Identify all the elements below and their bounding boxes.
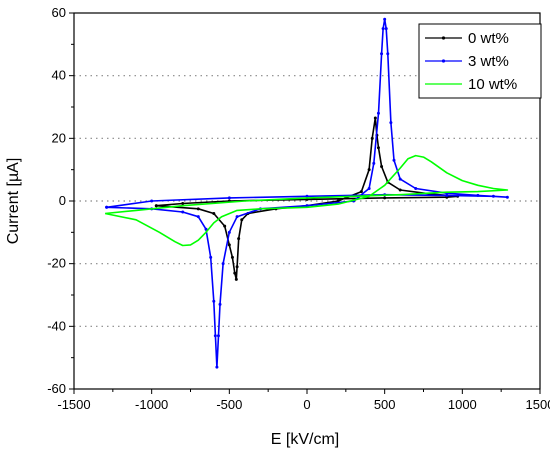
data-point — [380, 165, 384, 169]
data-point — [221, 262, 225, 266]
data-point — [218, 302, 222, 306]
data-point — [233, 271, 237, 275]
x-axis-label: E [kV/cm] — [271, 431, 339, 448]
legend-label-0wt: 0 wt% — [468, 30, 509, 47]
data-point — [370, 136, 374, 140]
data-point — [389, 121, 393, 125]
y-tick-label: 40 — [52, 68, 66, 83]
y-tick-label: 20 — [52, 130, 66, 145]
data-point — [240, 218, 244, 222]
grid-lines — [74, 75, 540, 327]
data-point — [150, 199, 154, 203]
x-tick-label: 0 — [303, 397, 310, 412]
series-layer — [104, 17, 509, 369]
data-point — [445, 193, 449, 197]
legend-marker-0wt — [441, 36, 446, 40]
data-point — [373, 116, 377, 120]
data-point — [196, 207, 200, 211]
data-point — [105, 205, 109, 209]
data-point — [414, 186, 418, 190]
data-point — [367, 168, 371, 172]
tick-labels: -1500 -1000 -500 0 500 1000 1500 -60 -40 -20 0 20 40… — [47, 5, 550, 412]
y-tick-label: -60 — [47, 381, 66, 396]
data-point — [227, 196, 231, 200]
data-point — [227, 230, 231, 234]
x-tick-label: 1000 — [448, 397, 477, 412]
data-point — [237, 237, 241, 241]
legend-label-10wt: 10 wt% — [468, 76, 517, 93]
data-point — [383, 196, 387, 200]
legend-marker-3wt — [441, 59, 446, 63]
data-point — [215, 365, 219, 369]
data-point — [398, 177, 402, 181]
data-point — [376, 146, 380, 150]
data-point — [383, 17, 387, 21]
series-line-0 — [156, 117, 459, 281]
data-point — [230, 255, 234, 259]
x-tick-label: -1000 — [135, 397, 168, 412]
data-point — [235, 215, 239, 219]
data-point — [398, 188, 402, 192]
data-point — [235, 265, 239, 269]
y-tick-label: 0 — [59, 193, 66, 208]
x-tick-label: -1500 — [57, 397, 90, 412]
data-point — [305, 194, 309, 198]
data-point — [380, 52, 384, 56]
y-tick-label: 60 — [52, 5, 66, 20]
data-point — [381, 27, 385, 31]
data-point — [216, 334, 220, 338]
series-line-2 — [104, 154, 509, 247]
x-tick-label: -500 — [216, 397, 242, 412]
data-point — [372, 161, 376, 165]
data-point — [386, 52, 390, 56]
data-point — [213, 334, 217, 338]
data-point — [392, 158, 396, 162]
data-point — [227, 243, 231, 247]
data-point — [181, 210, 185, 214]
data-point — [212, 212, 216, 216]
data-point — [223, 224, 227, 228]
data-point — [376, 111, 380, 115]
x-tick-label: 1500 — [526, 397, 550, 412]
data-point — [154, 204, 158, 208]
data-point — [367, 186, 371, 190]
y-axis-label: Current [µA] — [5, 158, 22, 245]
data-point — [359, 190, 363, 194]
data-point — [505, 195, 509, 199]
legend-label-3wt: 3 wt% — [468, 53, 509, 70]
axis-ticks — [69, 12, 541, 394]
y-tick-label: -20 — [47, 256, 66, 271]
data-point — [234, 277, 238, 281]
legend: 0 wt% 3 wt% 10 wt% — [418, 23, 542, 99]
data-point — [212, 299, 216, 303]
data-point — [181, 202, 185, 206]
y-tick-label: -40 — [47, 318, 66, 333]
data-point — [196, 215, 200, 219]
data-point — [476, 193, 480, 197]
data-point — [384, 27, 388, 31]
data-point — [209, 255, 213, 259]
data-point — [491, 194, 495, 198]
data-point — [204, 227, 208, 231]
x-tick-label: 500 — [374, 397, 396, 412]
